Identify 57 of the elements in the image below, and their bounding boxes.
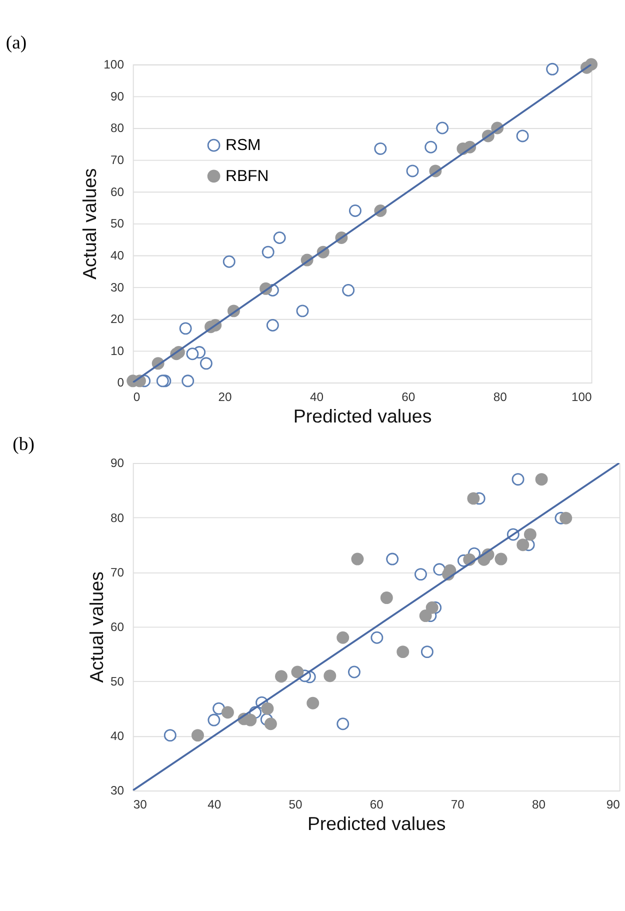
point <box>266 319 279 332</box>
y-tick-label: 50 <box>110 674 124 688</box>
x-tick-label: 20 <box>218 390 232 404</box>
legend-label: RSM <box>225 137 261 154</box>
chart-title: (a) <box>6 32 27 54</box>
y-tick-label: 10 <box>110 344 124 358</box>
x-axis-title: Predicted values <box>293 405 432 426</box>
x-axis-title: Predicted values <box>307 813 446 834</box>
y-tick-label: 0 <box>117 376 124 390</box>
point <box>516 130 529 142</box>
point <box>424 140 438 154</box>
point <box>182 374 194 388</box>
point <box>374 142 387 155</box>
x-tick-label: 60 <box>402 390 416 404</box>
y-tick-label: 60 <box>110 184 124 199</box>
y-tick-label: 60 <box>110 620 124 634</box>
point <box>186 348 199 360</box>
point <box>222 255 236 268</box>
y-tick-label: 40 <box>110 248 124 262</box>
y-tick-label: 30 <box>110 280 124 294</box>
point <box>342 284 355 296</box>
point <box>406 164 419 178</box>
y-axis-title: Actual values <box>79 168 100 280</box>
x-tick-label: 40 <box>208 798 222 812</box>
point <box>348 204 362 217</box>
y-tick-label: 70 <box>110 153 124 168</box>
legend-label: RBFN <box>225 168 269 185</box>
chart-title: (b) <box>12 434 34 455</box>
point <box>200 357 212 370</box>
y-tick-label: 70 <box>110 565 124 580</box>
point <box>296 304 309 318</box>
y-tick-label: 30 <box>110 784 124 798</box>
x-tick-label: 30 <box>133 798 148 812</box>
point <box>262 246 274 258</box>
y-tick-label: 80 <box>110 510 124 525</box>
x-tick-label: 60 <box>370 798 384 812</box>
y-tick-label: 80 <box>110 121 124 136</box>
y-tick-label: 50 <box>110 216 124 231</box>
x-tick-label: 0 <box>133 390 140 404</box>
y-tick-label: 40 <box>110 729 124 744</box>
x-tick-label: 80 <box>532 798 546 812</box>
y-tick-label: 20 <box>110 312 124 326</box>
y-tick-label: 90 <box>110 456 124 470</box>
y-axis-title: Actual values <box>86 572 107 683</box>
y-tick-label: 90 <box>110 89 124 104</box>
x-tick-label: 50 <box>288 798 302 812</box>
point <box>179 322 192 335</box>
point <box>156 374 169 388</box>
x-tick-label: 40 <box>310 390 324 404</box>
y-tick-label: 100 <box>104 58 124 72</box>
point <box>436 122 449 134</box>
point <box>546 62 559 76</box>
x-tick-label: 100 <box>571 390 592 404</box>
x-tick-label: 90 <box>606 798 620 812</box>
x-tick-label: 70 <box>450 798 465 812</box>
x-tick-label: 80 <box>493 390 508 404</box>
point <box>273 232 286 244</box>
